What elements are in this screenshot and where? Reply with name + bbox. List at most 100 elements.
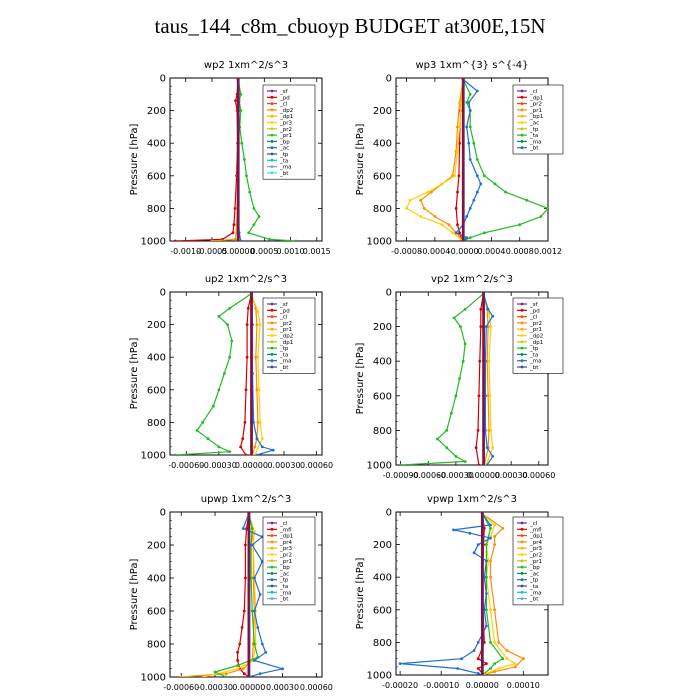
- data-point: [224, 675, 228, 677]
- legend-entry: _pr3: [279, 546, 293, 552]
- data-point: [489, 526, 492, 530]
- legend-marker: [520, 340, 524, 344]
- data-point: [236, 667, 240, 671]
- legend-marker: [270, 308, 274, 312]
- y-tick-label: 200: [373, 540, 392, 551]
- legend-entry: _ma: [279, 359, 291, 365]
- data-point: [256, 355, 260, 359]
- legend-entry: _pr2: [529, 321, 542, 327]
- data-point: [249, 576, 253, 580]
- legend-entry: _ac: [529, 121, 539, 127]
- data-point: [253, 445, 257, 449]
- data-point: [485, 592, 488, 595]
- x-tick-label: 0.0012: [534, 247, 562, 256]
- data-point: [478, 359, 482, 363]
- legend-marker: [520, 121, 524, 124]
- x-tick-label: 0.00030: [495, 471, 528, 480]
- legend-entry: _pr4: [279, 540, 293, 546]
- data-point: [493, 641, 496, 644]
- page-title: taus_144_c8m_cbuoyp BUDGET at300E,15N: [154, 14, 546, 38]
- data-point: [264, 650, 268, 654]
- data-point: [479, 307, 483, 311]
- data-point: [487, 559, 490, 563]
- legend-marker: [520, 527, 524, 531]
- data-point: [408, 198, 412, 202]
- y-tick-label: 400: [373, 357, 392, 368]
- legend-marker: [520, 327, 524, 331]
- data-point: [258, 323, 262, 326]
- data-point: [493, 523, 496, 527]
- data-point: [489, 641, 492, 644]
- data-point: [258, 421, 262, 424]
- data-point: [465, 101, 469, 104]
- data-point: [493, 182, 497, 186]
- data-point: [252, 223, 256, 227]
- legend-entry: _mfl: [279, 527, 292, 533]
- chart-5: upwp 1xm^2/s^3 0 200 400 600 800 1000-0.00060-…: [129, 494, 333, 692]
- chart-3: up2 1xm^2/s^3 0 200 400 600 800 1000-0.00060-0…: [129, 274, 333, 470]
- legend-marker: [520, 302, 524, 306]
- x-tick-label: -0.0005: [196, 247, 227, 256]
- legend-marker: [520, 559, 524, 563]
- y-tick-label: 200: [147, 106, 166, 117]
- y-tick-label: 800: [147, 640, 166, 651]
- x-tick-label: 0.00030: [266, 683, 299, 692]
- data-point: [454, 394, 458, 398]
- legend-marker: [520, 365, 524, 369]
- legend-entry: _pr2: [279, 553, 292, 559]
- data-point: [419, 198, 423, 202]
- data-point: [255, 323, 259, 326]
- data-point: [445, 446, 449, 450]
- legend-entry: _pr2: [279, 127, 292, 133]
- legend-entry: _sf: [279, 302, 289, 308]
- data-point: [217, 388, 221, 392]
- data-point: [468, 92, 472, 96]
- data-point: [468, 531, 472, 535]
- legend-entry: _tp: [279, 152, 289, 158]
- data-point: [463, 307, 467, 311]
- data-point: [493, 608, 496, 612]
- data-point: [255, 437, 259, 441]
- data-point: [467, 141, 471, 145]
- data-point: [459, 101, 463, 104]
- legend-marker: [270, 146, 274, 150]
- data-point: [271, 448, 275, 452]
- x-tick-label: 0.00000: [235, 461, 268, 470]
- data-point: [241, 437, 245, 441]
- legend-marker: [270, 572, 274, 575]
- legend-entry: _sf: [529, 302, 539, 308]
- data-point: [485, 624, 488, 628]
- data-point: [234, 99, 237, 103]
- data-point: [452, 316, 456, 320]
- legend-entry: _pr3: [529, 546, 543, 552]
- legend-entry: _cl: [529, 89, 538, 95]
- y-axis-label: Pressure [hPa]: [355, 343, 366, 415]
- y-tick-label: 600: [373, 605, 392, 616]
- data-point: [240, 626, 244, 629]
- series-line: [175, 79, 239, 241]
- data-point: [433, 215, 437, 218]
- legend-marker: [270, 95, 274, 99]
- x-tick-label: -0.0008: [391, 247, 422, 256]
- data-point: [239, 109, 243, 112]
- data-point: [487, 359, 491, 363]
- data-point: [477, 463, 481, 465]
- data-point: [244, 543, 247, 547]
- data-point: [513, 662, 517, 665]
- legend-entry: _sf: [279, 89, 289, 95]
- y-tick-label: 1000: [367, 671, 392, 682]
- series-2: [419, 78, 465, 241]
- data-point: [472, 198, 476, 202]
- data-point: [489, 575, 492, 579]
- series-3: [250, 292, 260, 455]
- data-point: [485, 446, 489, 450]
- data-point: [485, 662, 488, 665]
- data-point: [253, 453, 257, 455]
- legend-entry: _ac: [279, 571, 289, 577]
- x-tick-label: -0.00020: [382, 681, 418, 690]
- legend-entry: _pd: [529, 308, 540, 314]
- data-point: [454, 231, 458, 235]
- legend-entry: _ta: [529, 352, 538, 358]
- legend-marker: [520, 572, 524, 575]
- legend: _cl_mfl_dp1_pr4_pr3_pr2_pr1_bp_ac_tp_ta_…: [262, 516, 316, 606]
